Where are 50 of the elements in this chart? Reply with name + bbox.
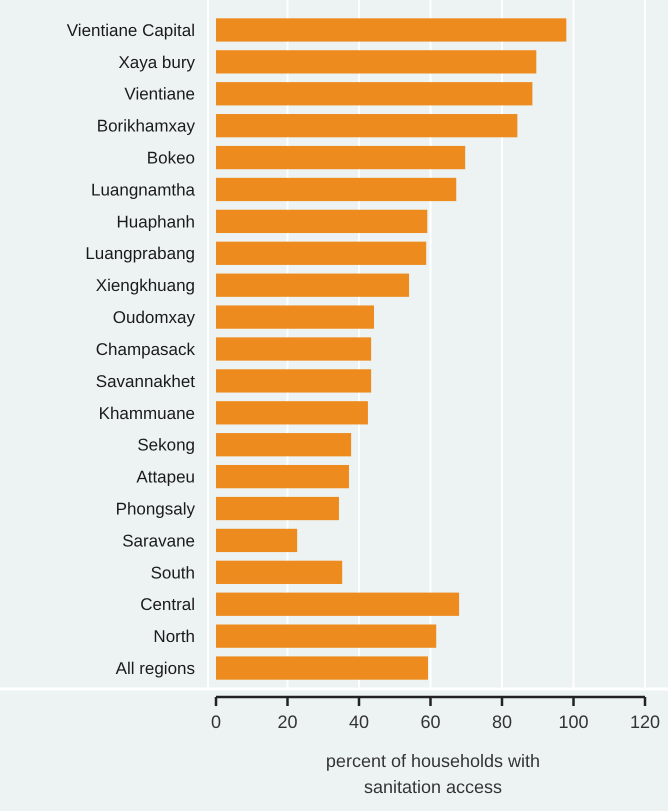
x-tick-label: 80 bbox=[492, 712, 512, 732]
y-tick-label: Phongsaly bbox=[116, 499, 196, 518]
y-tick-label: Champasack bbox=[96, 340, 196, 359]
y-tick-label: Bokeo bbox=[146, 148, 195, 168]
y-tick-label: Huaphanh bbox=[116, 212, 195, 232]
bar bbox=[216, 18, 566, 42]
bar bbox=[216, 50, 536, 74]
x-tick-label: 20 bbox=[277, 712, 298, 732]
y-tick-label: Xiengkhuang bbox=[96, 276, 195, 296]
bar bbox=[216, 560, 342, 584]
y-tick-label: Central bbox=[140, 595, 195, 614]
x-tick-label: 0 bbox=[210, 712, 222, 732]
y-tick-label: Vientiane Capital bbox=[66, 20, 195, 40]
bar bbox=[216, 178, 456, 202]
y-tick-label: Attapeu bbox=[136, 468, 195, 487]
bar bbox=[216, 464, 349, 488]
y-tick-label: Oudomxay bbox=[112, 308, 196, 328]
bar bbox=[216, 337, 372, 361]
bar bbox=[216, 433, 352, 456]
bar bbox=[216, 305, 374, 329]
bar bbox=[216, 146, 466, 170]
y-tick-label: Savannakhet bbox=[96, 372, 196, 391]
y-tick-label: Luangnamtha bbox=[91, 180, 196, 200]
x-tick-label: 60 bbox=[420, 712, 441, 732]
bar bbox=[216, 528, 298, 552]
bar bbox=[216, 496, 339, 520]
y-tick-label: Borikhamxay bbox=[96, 116, 196, 136]
y-tick-label: Sekong bbox=[137, 436, 195, 455]
y-tick-label: South bbox=[150, 563, 195, 582]
y-tick-label: Luangprabang bbox=[85, 244, 195, 264]
bar bbox=[216, 210, 428, 234]
bar bbox=[216, 82, 532, 106]
bar bbox=[216, 656, 428, 680]
y-tick-label: Khammuane bbox=[98, 404, 195, 423]
x-tick-label: 40 bbox=[348, 712, 370, 732]
bar bbox=[216, 274, 410, 297]
y-tick-label: Xaya bury bbox=[118, 52, 196, 72]
bar bbox=[216, 401, 368, 424]
bar bbox=[216, 592, 460, 616]
bar bbox=[216, 624, 436, 648]
bar bbox=[216, 114, 518, 138]
bar bbox=[216, 242, 426, 265]
y-tick-label: All regions bbox=[116, 659, 195, 678]
x-tick-label: 100 bbox=[558, 712, 589, 732]
y-tick-label: Vientiane bbox=[124, 84, 195, 104]
bar bbox=[216, 369, 372, 393]
x-tick-label: 120 bbox=[630, 712, 660, 732]
y-tick-label: Saravane bbox=[122, 531, 195, 550]
y-tick-label: North bbox=[153, 627, 195, 646]
x-axis-title: percent of households with sanitation access bbox=[326, 751, 540, 797]
